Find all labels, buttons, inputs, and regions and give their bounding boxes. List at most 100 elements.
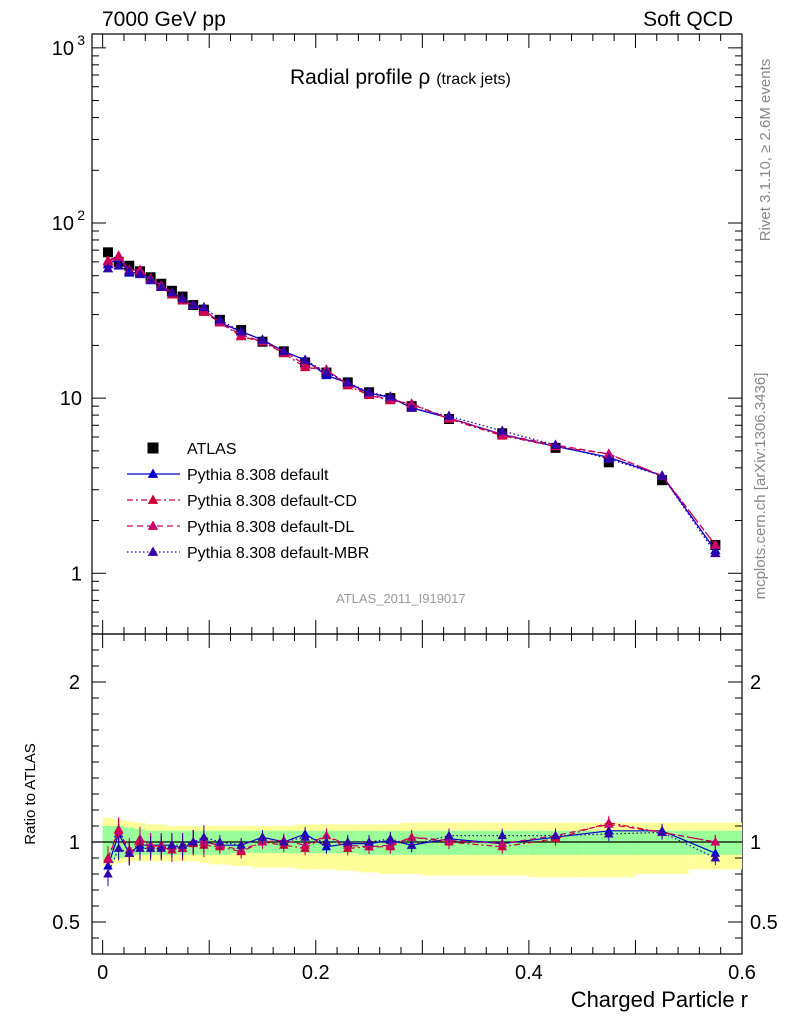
y-tick-label: 1 <box>71 563 82 585</box>
legend-entry: Pythia 8.308 default-CD <box>127 493 357 510</box>
legend-marker-triangle <box>147 520 159 530</box>
legend-label: Pythia 8.308 default-CD <box>187 493 357 510</box>
data-point-triangle <box>113 260 124 270</box>
legend-label: Pythia 8.308 default <box>187 467 329 484</box>
legend: ATLAS Pythia 8.308 default Pythia 8.308 de… <box>127 441 369 562</box>
ratio-series-pythia-8-308-default-mbr <box>103 825 721 886</box>
x-tick-label: 0.6 <box>728 962 756 984</box>
ratio-data-point <box>604 819 614 828</box>
ratio-data-point <box>257 832 268 841</box>
ratio-y-tick-label-right: 1 <box>750 832 761 854</box>
ratio-data-point <box>113 843 124 852</box>
ratio-y-tick-label-right: 0.5 <box>750 912 778 934</box>
ratio-y-axis-label: Ratio to ATLAS <box>22 743 39 845</box>
data-point-triangle <box>188 299 199 309</box>
rivet-version-label: Rivet 3.1.10, ≥ 2.6M events <box>757 58 774 242</box>
plot-title-main: Radial profile ρ <box>290 66 431 89</box>
data-point-triangle <box>278 345 290 356</box>
data-point-triangle <box>166 287 178 297</box>
ratio-data-point <box>385 833 396 843</box>
ratio-data-point <box>177 840 188 849</box>
data-point-triangle <box>656 470 668 480</box>
legend-label: Pythia 8.308 default-DL <box>187 519 354 536</box>
legend-marker-triangle <box>147 468 159 478</box>
data-point-triangle <box>710 539 721 549</box>
ratio-data-point <box>167 840 177 849</box>
ratio-data-point <box>236 840 246 849</box>
ratio-data-point <box>342 837 353 846</box>
data-point-triangle <box>299 359 311 369</box>
data-point-triangle <box>214 314 226 324</box>
data-point-triangle <box>710 547 721 558</box>
ratio-series-line <box>107 831 716 875</box>
ratio-uncertainty-bands <box>92 818 742 878</box>
ratio-data-point <box>710 853 721 862</box>
data-point-triangle <box>102 256 114 266</box>
ratio-data-point <box>657 827 667 836</box>
stat-band-segment <box>102 826 114 862</box>
ratio-data-point <box>497 838 507 848</box>
header-energy-label: 7000 GeV pp <box>102 8 226 31</box>
plot-title-suffix: (track jets) <box>436 71 511 88</box>
legend-label: ATLAS <box>187 441 237 458</box>
ratio-data-point <box>279 837 289 846</box>
ratio-data-point <box>406 832 417 841</box>
mcplots-source-label: mcplots.cern.ch [arXiv:1306.3436] <box>752 372 769 600</box>
analysis-watermark: ATLAS_2011_I919017 <box>336 591 466 606</box>
data-point-triangle <box>342 376 353 387</box>
ratio-data-point <box>550 830 561 840</box>
data-point-triangle <box>235 326 247 336</box>
data-point-triangle <box>385 391 396 401</box>
legend-entry: ATLAS <box>147 441 237 458</box>
data-point-triangle <box>113 251 124 261</box>
data-point-square <box>102 247 113 258</box>
ratio-data-point <box>444 830 454 840</box>
ratio-data-point <box>300 832 310 841</box>
ratio-data-point <box>215 837 225 846</box>
ratio-data-point <box>710 837 721 846</box>
data-point-triangle <box>406 402 417 412</box>
ratio-data-point <box>300 840 310 849</box>
ratio-data-point <box>145 843 156 852</box>
ratio-data-point <box>321 837 332 846</box>
legend-marker-triangle <box>147 546 159 556</box>
x-tick-label: 0.4 <box>515 962 543 984</box>
legend-entry: Pythia 8.308 default <box>127 467 329 484</box>
data-series <box>102 247 721 886</box>
data-point-triangle <box>156 281 167 292</box>
y-tick-label: 10 <box>60 388 82 410</box>
x-tick-label: 0 <box>97 962 108 984</box>
legend-label: Pythia 8.308 default-MBR <box>187 545 369 562</box>
ratio-data-point <box>113 825 124 835</box>
ratio-data-point <box>406 840 417 849</box>
header-category-label: Soft QCD <box>643 8 733 31</box>
y-tick-exponent: 2 <box>77 207 85 223</box>
data-point-triangle <box>134 268 146 279</box>
ratio-y-tick-label: 0.5 <box>52 912 80 934</box>
legend-entry: Pythia 8.308 default-DL <box>127 519 354 536</box>
series-pythia-8-308-default-mbr <box>102 260 721 558</box>
ratio-data-point <box>497 830 507 840</box>
ratio-data-point <box>135 843 145 852</box>
ratio-data-point <box>199 832 209 841</box>
y-tick-exponent: 3 <box>77 32 85 48</box>
ratio-data-point <box>103 869 113 878</box>
ratio-data-point <box>156 843 167 852</box>
ratio-panel-frame <box>91 633 743 955</box>
data-point-triangle <box>102 262 114 273</box>
data-point-square <box>657 475 668 486</box>
ratio-data-point <box>321 830 332 840</box>
ratio-y-tick-label: 2 <box>69 672 80 694</box>
data-point-triangle <box>550 439 561 449</box>
data-point-triangle <box>443 410 455 420</box>
ratio-data-point <box>364 837 374 846</box>
data-point-triangle <box>363 386 375 397</box>
data-point-triangle <box>198 301 210 312</box>
legend-marker-square <box>147 442 159 454</box>
ratio-data-point <box>124 848 135 857</box>
legend-entry: Pythia 8.308 default-MBR <box>127 545 369 562</box>
data-point-triangle <box>299 354 311 364</box>
data-point-triangle <box>124 265 135 276</box>
